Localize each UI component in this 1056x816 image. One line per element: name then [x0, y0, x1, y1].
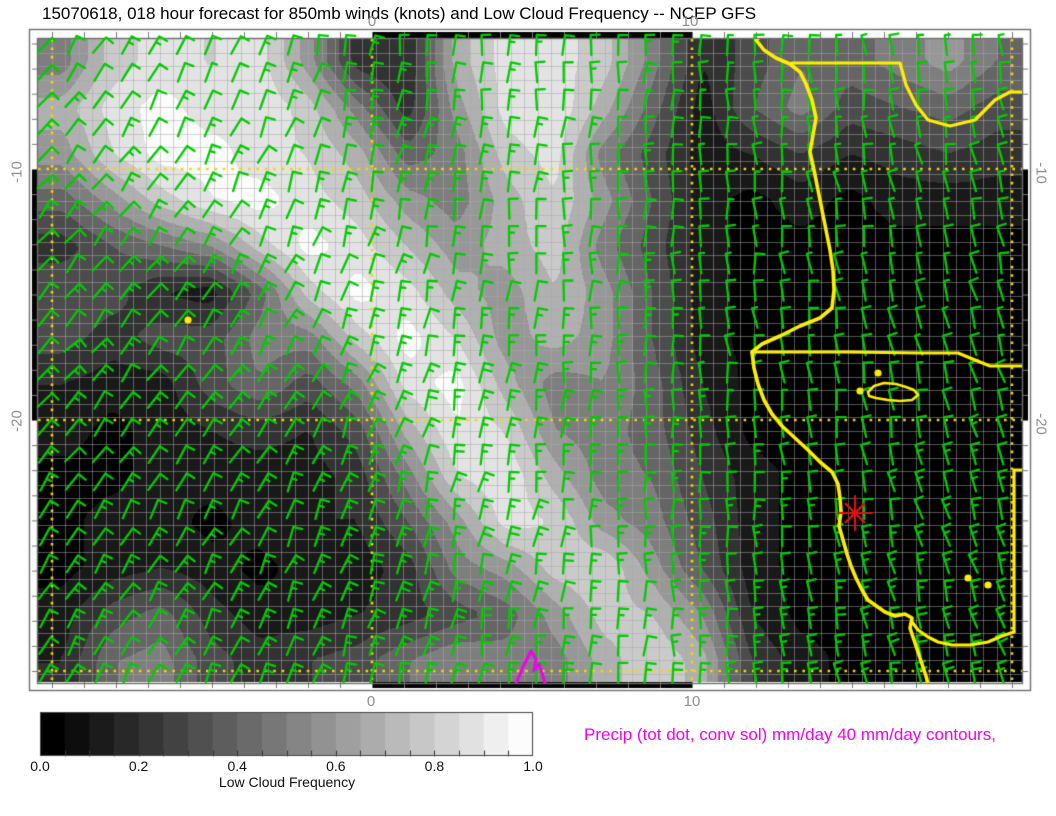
colorbar-tick-0.8: 0.8	[424, 758, 445, 774]
colorbar-label: Low Cloud Frequency	[218, 774, 356, 790]
colorbar-tick-0.4: 0.4	[227, 758, 247, 774]
colorbar-tick-0.0: 0.0	[30, 758, 50, 774]
axis-tick-bottom-10: 10	[683, 693, 701, 710]
chart-title: 15070618, 018 hour forecast for 850mb wi…	[42, 4, 757, 23]
precip-legend-label: Precip (tot dot, conv sol) mm/day 40 mm/…	[584, 725, 996, 744]
axis-tick-bottom-0: 0	[366, 693, 376, 710]
axis-tick-right--10: -10	[1032, 162, 1050, 184]
axis-tick-top-10: 10	[681, 13, 699, 30]
axis-tick-left--20: -20	[8, 410, 26, 432]
colorbar-tick-0.6: 0.6	[326, 758, 346, 774]
colorbar-tick-1.0: 1.0	[523, 758, 543, 774]
axis-tick-right--20: -20	[1032, 413, 1050, 435]
colorbar-tick-0.2: 0.2	[128, 758, 149, 774]
axis-tick-top-0: 0	[367, 13, 377, 30]
axis-tick-left--10: -10	[8, 161, 26, 183]
